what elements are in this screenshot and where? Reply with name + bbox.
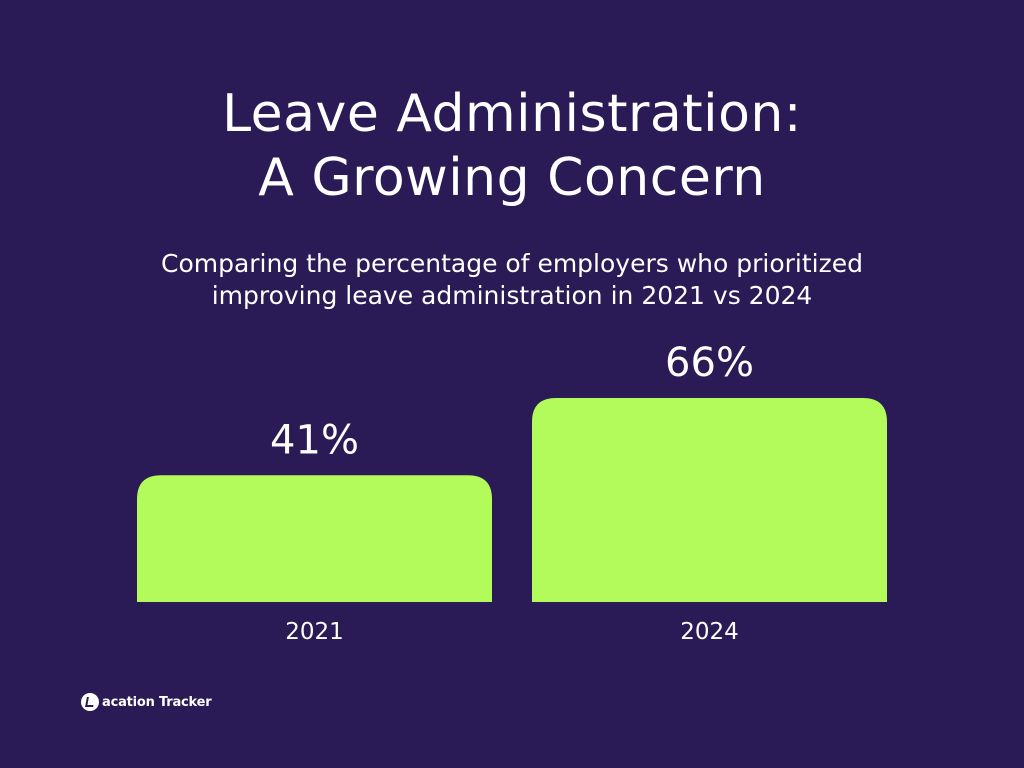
chart-title-line-2: A Growing Concern	[258, 148, 766, 208]
vacation-tracker-logo: acation Tracker	[81, 692, 212, 712]
bar-2021	[137, 475, 492, 602]
chart-subtitle-line-2: improving leave administration in 2021 v…	[211, 281, 813, 310]
bar-chart: 41% 2021 66% 2024	[137, 340, 887, 645]
logo-text: acation Tracker	[102, 694, 212, 710]
x-tick-label-2021: 2021	[285, 619, 344, 645]
chart-subtitle-line-1: Comparing the percentage of employers wh…	[160, 249, 863, 278]
data-label-2021: 41%	[270, 417, 359, 463]
chart-title-line-1: Leave Administration:	[222, 84, 802, 144]
vacation-tracker-logo-icon	[81, 693, 99, 711]
data-label-2024: 66%	[665, 340, 754, 386]
chart-subtitle: Comparing the percentage of employers wh…	[0, 248, 1024, 312]
bar-2024	[532, 398, 887, 602]
chart-title: Leave Administration: A Growing Concern	[0, 82, 1024, 210]
x-tick-label-2024: 2024	[680, 619, 739, 645]
